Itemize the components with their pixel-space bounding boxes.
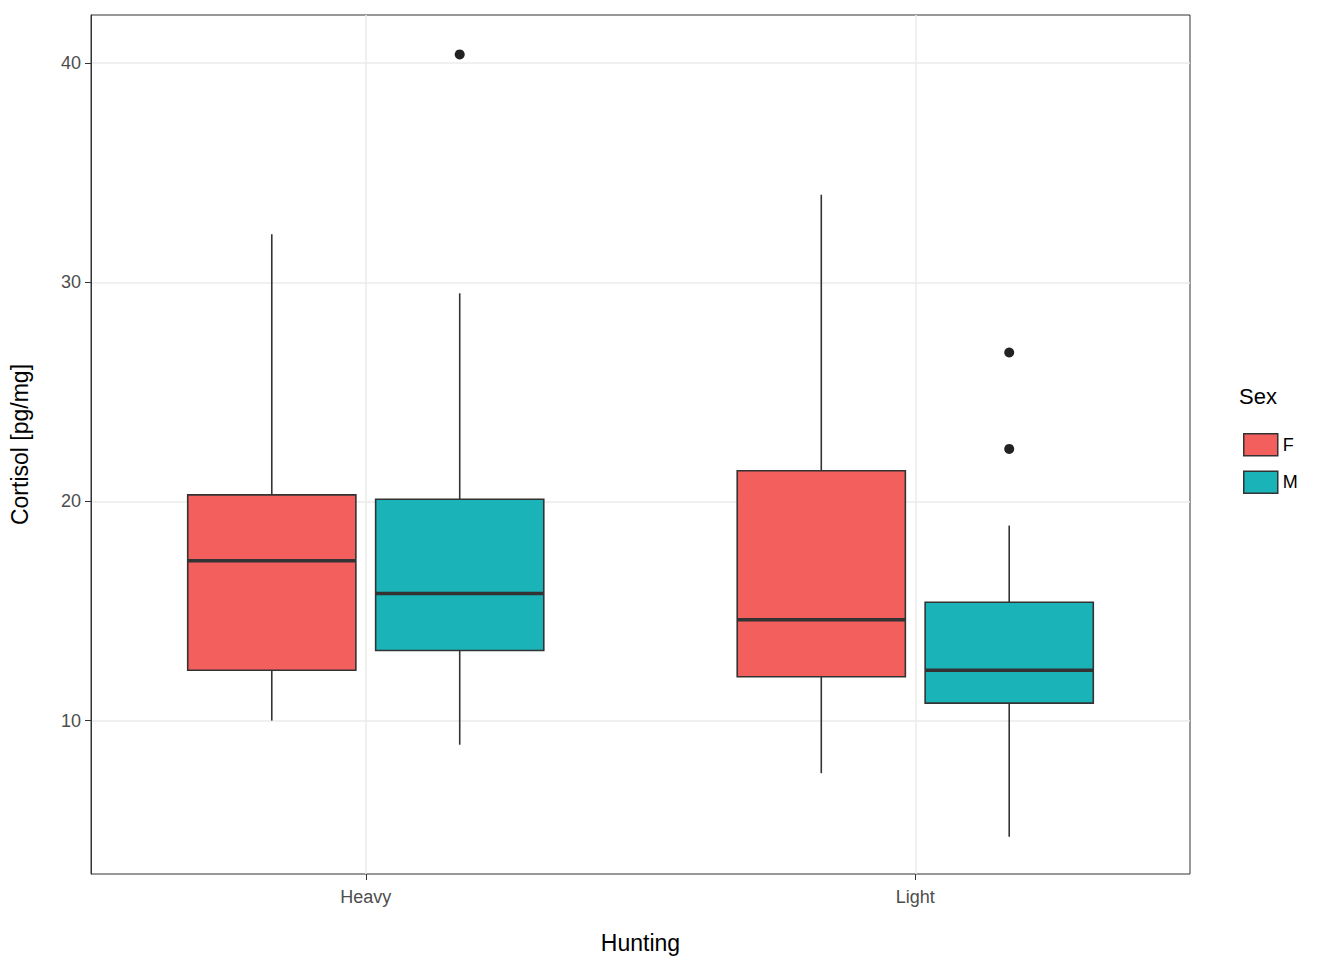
svg-text:M: M (1283, 472, 1298, 492)
svg-text:Sex: Sex (1239, 384, 1277, 409)
svg-text:Hunting: Hunting (601, 930, 680, 956)
svg-text:Heavy: Heavy (340, 887, 391, 907)
svg-text:Light: Light (896, 887, 935, 907)
svg-text:20: 20 (61, 491, 81, 511)
svg-text:Cortisol [pg/mg]: Cortisol [pg/mg] (7, 364, 33, 525)
svg-text:F: F (1283, 435, 1294, 455)
svg-text:10: 10 (61, 711, 81, 731)
svg-text:30: 30 (61, 272, 81, 292)
svg-text:40: 40 (61, 53, 81, 73)
